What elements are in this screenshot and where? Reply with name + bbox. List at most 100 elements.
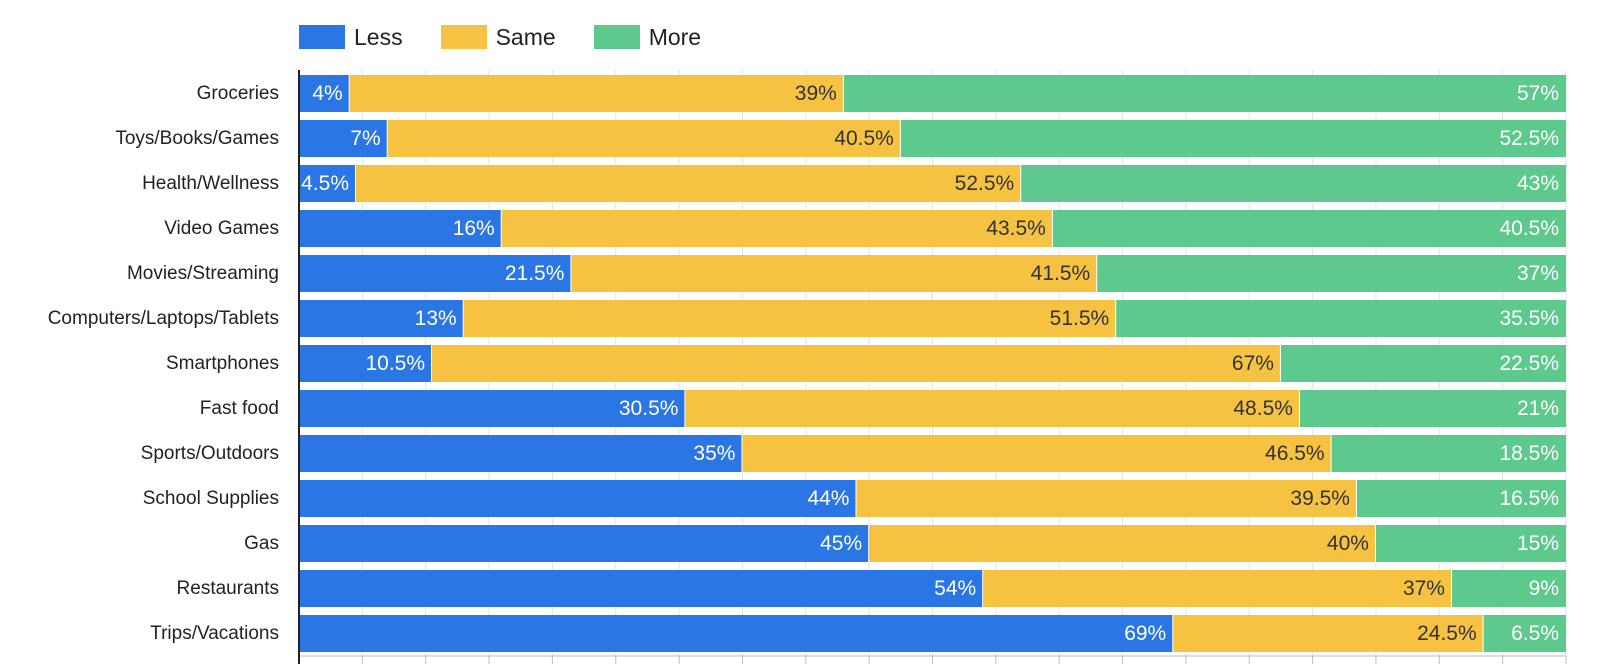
data-label-more: 15%: [1517, 532, 1559, 555]
data-label-same: 67%: [1232, 352, 1274, 375]
bar-segment-more: [1356, 480, 1566, 517]
data-label-less: 4%: [312, 82, 342, 105]
bar-segment-same: [685, 390, 1300, 427]
bar-segment-same: [432, 345, 1281, 382]
data-label-more: 57%: [1517, 82, 1559, 105]
bar-segment-same: [983, 570, 1452, 607]
category-label: Video Games: [164, 218, 279, 239]
data-label-same: 37%: [1403, 577, 1445, 600]
data-label-more: 16.5%: [1499, 487, 1559, 510]
data-label-less: 21.5%: [505, 262, 565, 285]
bar-segment-same: [1173, 615, 1484, 652]
bar-segment-same: [387, 120, 901, 157]
bar-segment-same: [869, 525, 1376, 562]
data-label-same: 48.5%: [1233, 397, 1293, 420]
bar-segment-same: [356, 165, 1022, 202]
category-label: Fast food: [200, 398, 279, 419]
data-label-more: 6.5%: [1511, 622, 1559, 645]
data-label-less: 7%: [350, 127, 380, 150]
data-label-less: 69%: [1124, 622, 1166, 645]
bar-segment-same: [571, 255, 1098, 292]
bar-segment-same: [349, 75, 844, 112]
data-label-same: 39.5%: [1290, 487, 1350, 510]
bar-segment-less: [299, 435, 743, 472]
data-label-less: 54%: [934, 577, 976, 600]
data-label-same: 51.5%: [1050, 307, 1110, 330]
data-label-same: 39%: [795, 82, 837, 105]
data-label-more: 40.5%: [1499, 217, 1559, 240]
bar-segment-more: [1299, 390, 1566, 427]
legend-item-less[interactable]: Less: [299, 24, 403, 51]
bar-segment-less: [299, 255, 572, 292]
legend-label-less: Less: [354, 23, 403, 50]
legend-item-more[interactable]: More: [593, 23, 702, 51]
data-label-more: 43%: [1517, 172, 1559, 195]
legend-item-same[interactable]: Same: [440, 23, 556, 51]
legend-swatch-same: [440, 25, 487, 49]
bar-segment-less: [299, 120, 388, 157]
bar-segment-less: [299, 210, 502, 247]
bar-segment-more: [900, 120, 1566, 157]
data-label-more: 9%: [1529, 577, 1559, 600]
data-label-same: 46.5%: [1265, 442, 1325, 465]
data-label-less: 16%: [453, 217, 495, 240]
data-label-more: 37%: [1517, 262, 1559, 285]
data-label-same: 24.5%: [1417, 622, 1477, 645]
data-label-same: 41.5%: [1031, 262, 1091, 285]
legend-label-more: More: [648, 23, 702, 50]
chart-legend: Less Same More: [299, 22, 739, 52]
bar-segment-more: [1375, 525, 1566, 562]
bar-segment-less: [299, 300, 464, 337]
bar-segment-less: [299, 570, 984, 607]
bar-segment-same: [856, 480, 1357, 517]
data-label-less: 13%: [415, 307, 457, 330]
legend-swatch-more: [593, 25, 640, 49]
data-label-more: 18.5%: [1499, 442, 1559, 465]
data-label-less: 30.5%: [619, 397, 679, 420]
category-label: Computers/Laptops/Tablets: [48, 308, 279, 329]
category-label: Sports/Outdoors: [141, 443, 279, 464]
category-label: Restaurants: [177, 578, 279, 599]
bar-segment-less: [299, 390, 686, 427]
bar-segment-more: [843, 75, 1566, 112]
bar-segment-more: [1451, 570, 1566, 607]
category-label: Trips/Vacations: [150, 623, 279, 644]
data-label-more: 35.5%: [1499, 307, 1559, 330]
bar-segment-same: [742, 435, 1332, 472]
bar-segment-more: [1116, 300, 1566, 337]
category-label: Smartphones: [166, 353, 279, 374]
data-label-more: 22.5%: [1499, 352, 1559, 375]
category-label: School Supplies: [143, 488, 279, 509]
category-label: Health/Wellness: [142, 173, 279, 194]
bar-segment-more: [1331, 435, 1566, 472]
bar-segment-less: [299, 615, 1174, 652]
data-label-less: 4.5%: [301, 172, 349, 195]
category-label: Groceries: [197, 83, 279, 104]
data-label-same: 40%: [1327, 532, 1369, 555]
bar-segment-more: [1483, 615, 1566, 652]
category-label: Toys/Books/Games: [115, 128, 279, 149]
bar-segment-less: [299, 165, 357, 202]
data-label-less: 10.5%: [365, 352, 425, 375]
legend-label-same: Same: [495, 23, 556, 50]
data-label-same: 43.5%: [986, 217, 1046, 240]
bar-segment-more: [1052, 210, 1566, 247]
bar-segment-same: [501, 210, 1053, 247]
legend-swatch-less: [299, 25, 345, 49]
data-label-less: 45%: [820, 532, 862, 555]
data-label-same: 40.5%: [834, 127, 894, 150]
bar-segment-more: [1097, 255, 1566, 292]
bar-segment-less: [299, 345, 433, 382]
category-label: Gas: [244, 533, 279, 554]
bar-segment-less: [299, 525, 870, 562]
bar-segment-same: [463, 300, 1117, 337]
data-label-less: 44%: [807, 487, 849, 510]
category-label: Movies/Streaming: [127, 263, 279, 284]
bar-segment-more: [1280, 345, 1566, 382]
bar-segment-less: [299, 75, 350, 112]
data-label-less: 35%: [693, 442, 735, 465]
data-label-more: 52.5%: [1499, 127, 1559, 150]
bar-segment-more: [1021, 165, 1566, 202]
data-label-same: 52.5%: [955, 172, 1015, 195]
